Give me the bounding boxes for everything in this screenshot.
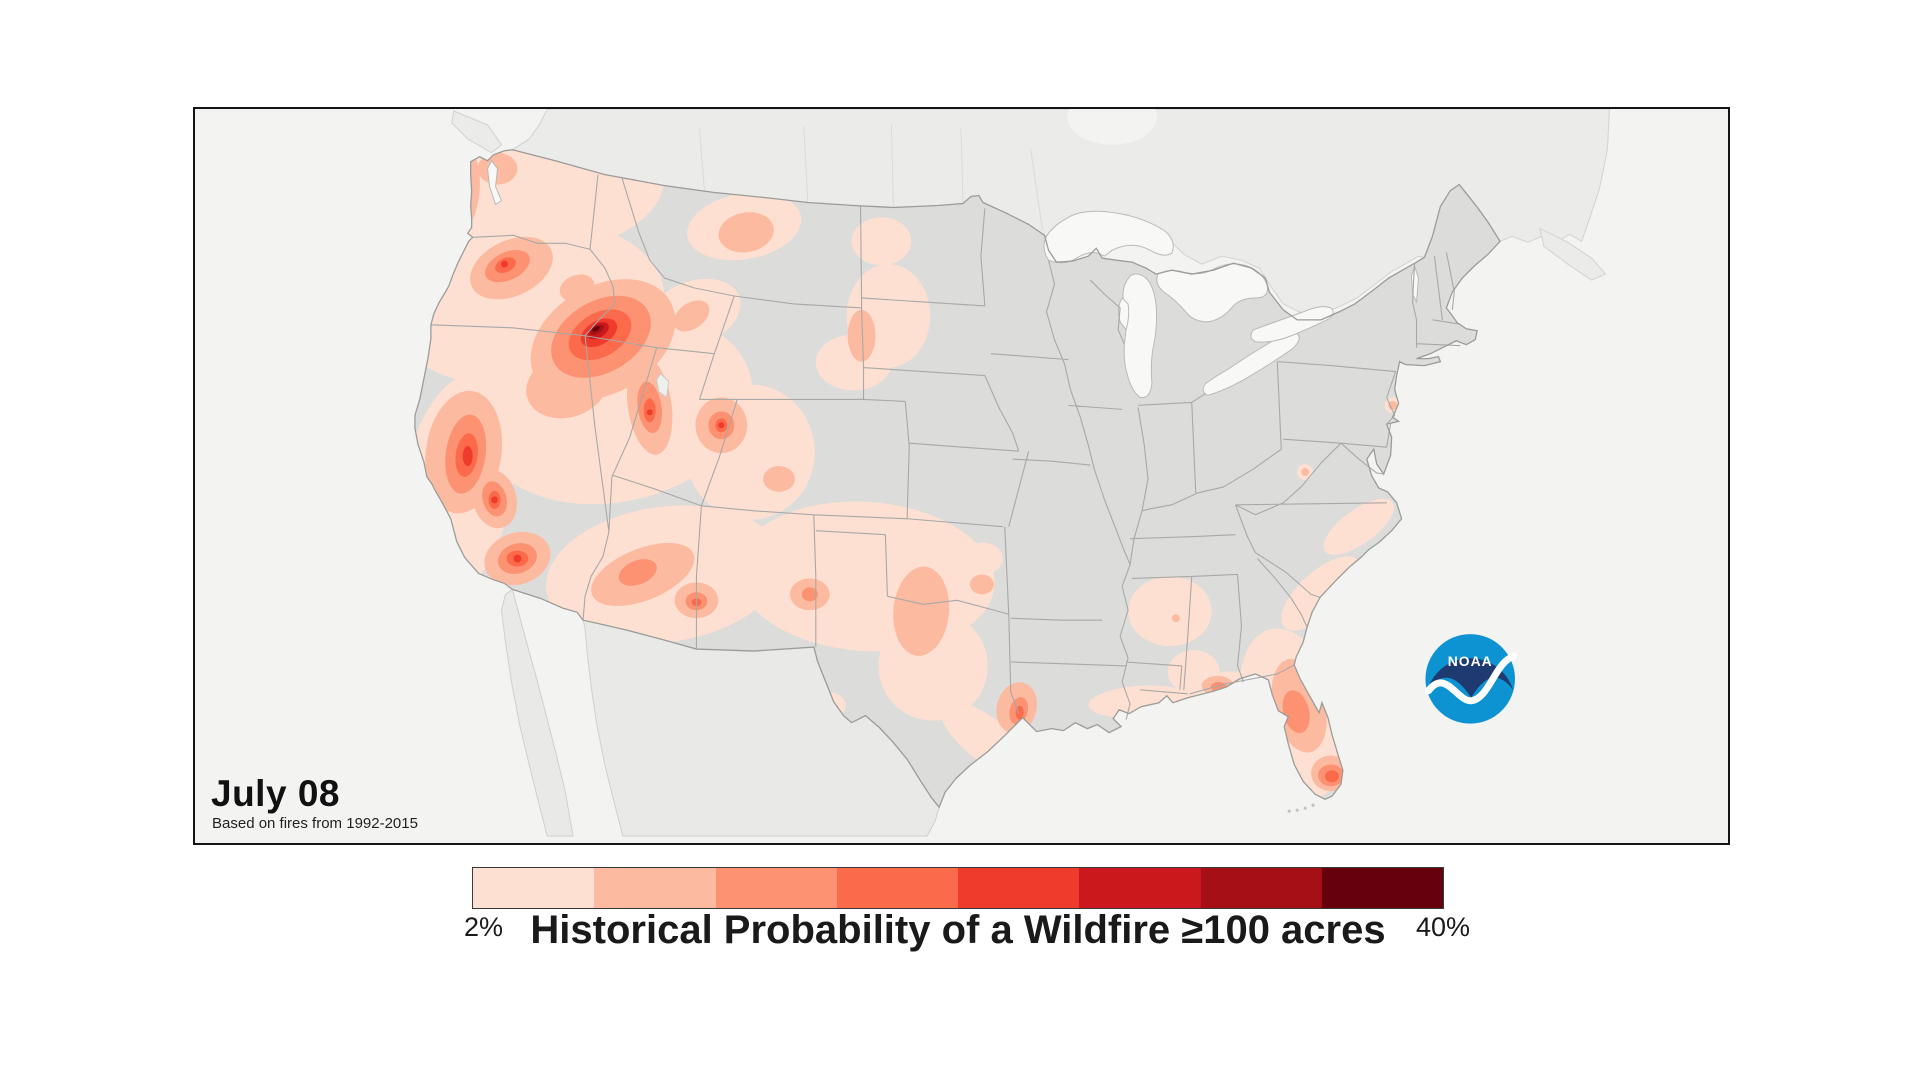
us-wildfire-probability-map: NOAA — [197, 109, 1726, 843]
colorbar-segment — [1321, 868, 1443, 908]
noaa-logo: NOAA — [1424, 634, 1518, 724]
noaa-logo-text: NOAA — [1448, 653, 1493, 669]
colorbar-segment — [1200, 868, 1322, 908]
colorbar — [472, 867, 1444, 909]
colorbar-segment — [715, 868, 837, 908]
colorbar-segment — [594, 868, 716, 908]
great-lakes — [487, 159, 1420, 399]
colorbar-segment — [1079, 868, 1201, 908]
us-outline — [414, 149, 1501, 809]
colorbar-max-label: 40% — [1415, 912, 1470, 942]
colorbar-min-label: 2% — [464, 912, 504, 942]
hudson-bay-water — [1067, 109, 1157, 145]
map-panel: NOAA July 08 Based on fires from 1992-20… — [193, 107, 1730, 845]
baja-california — [501, 588, 574, 837]
colorbar-segment — [836, 868, 958, 908]
source-note: Based on fires from 1992-2015 — [212, 815, 418, 832]
florida-keys — [1287, 803, 1315, 813]
colorbar-title: Historical Probability of a Wildfire ≥10… — [530, 908, 1386, 952]
date-label: July 08 — [211, 773, 340, 814]
colorbar-segment — [958, 868, 1080, 908]
state-borders — [430, 174, 1461, 720]
colorbar-segment — [473, 868, 595, 908]
